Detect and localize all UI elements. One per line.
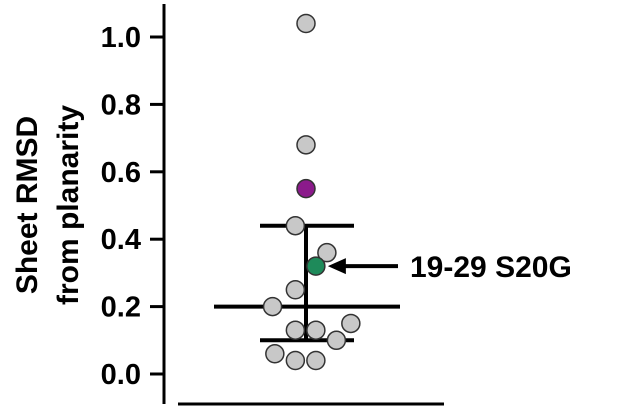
data-point-1 [296, 135, 316, 155]
annotation: 19-29 S20G [327, 251, 572, 284]
data-point-5 [306, 256, 326, 276]
data-point-12 [265, 344, 285, 364]
data-point-2 [296, 178, 316, 199]
y-tick-label-1: 0.2 [101, 292, 141, 324]
y-tick-label-5: 1.0 [101, 22, 141, 54]
data-point-9 [285, 320, 306, 340]
data-point-6 [285, 280, 306, 300]
y-axis-ticks: 0.0 0.2 0.4 0.6 0.8 1.0 [101, 22, 164, 391]
data-point-11 [326, 330, 347, 351]
data-point-14 [306, 350, 326, 371]
data-point-4 [317, 242, 337, 263]
y-axis-title: Sheet RMSD from planarity [11, 105, 85, 305]
data-points [262, 13, 361, 371]
y-axis-title-line-2: from planarity [52, 105, 85, 305]
data-point-13 [285, 350, 306, 371]
data-point-0 [296, 13, 316, 34]
data-point-3 [285, 215, 306, 236]
annotation-label: 19-29 S20G [410, 251, 572, 284]
summary-bars [214, 223, 400, 343]
y-tick-label-2: 0.4 [101, 224, 141, 256]
data-point-10 [306, 320, 326, 340]
y-tick-label-3: 0.6 [101, 157, 141, 189]
y-axis-title-line-1: Sheet RMSD [11, 116, 44, 294]
data-point-8 [341, 313, 361, 334]
data-point-7 [262, 296, 283, 317]
y-tick-label-4: 0.8 [101, 89, 141, 121]
annotation-arrow-head [327, 258, 346, 275]
y-tick-label-0: 0.0 [101, 359, 141, 391]
